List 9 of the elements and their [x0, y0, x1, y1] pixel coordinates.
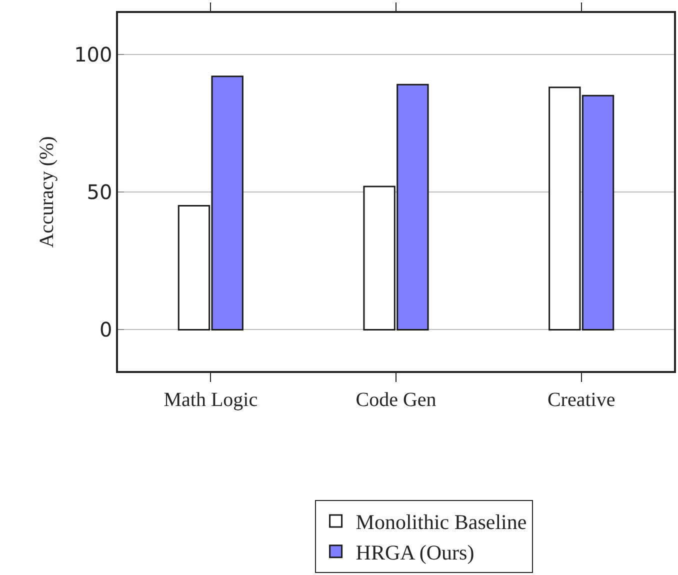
x-tick-label: Math Logic: [164, 388, 258, 411]
legend-label: HRGA (Ours): [356, 540, 474, 565]
x-tick-label: Creative: [547, 388, 616, 411]
legend-label: Monolithic Baseline: [356, 510, 527, 534]
y-tick-label: 100: [74, 42, 112, 66]
y-tick-label: 50: [86, 180, 112, 204]
x-tick-label: Code Gen: [356, 388, 436, 411]
y-tick-label: 0: [100, 318, 112, 342]
y-axis-title: Accuracy (%): [36, 136, 58, 248]
